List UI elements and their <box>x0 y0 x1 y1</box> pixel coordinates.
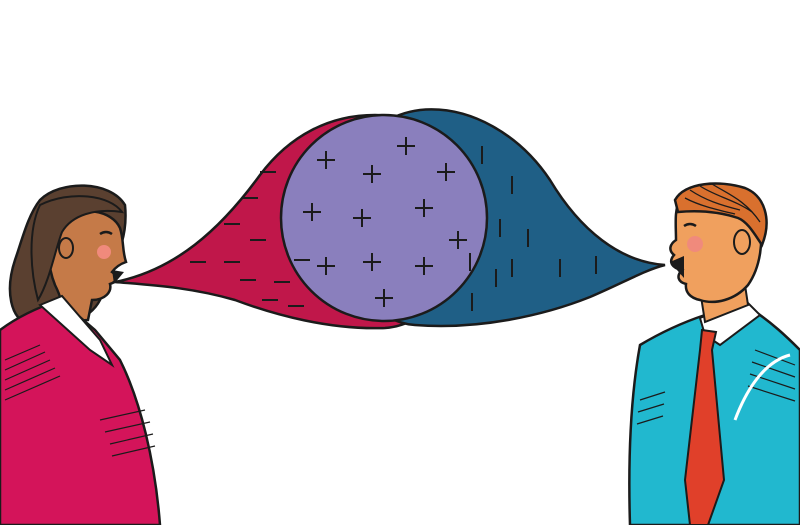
man-eye <box>683 222 697 228</box>
woman-hair-lock <box>30 195 125 303</box>
woman-eye <box>99 230 113 236</box>
woman-jacket-shading <box>4 344 156 457</box>
man-tie <box>683 328 726 525</box>
man-figure <box>628 182 800 525</box>
woman-collar <box>38 294 115 368</box>
minus-marks <box>190 171 310 307</box>
plus-marks <box>303 137 467 307</box>
woman-jacket <box>0 298 162 525</box>
woman-cheek <box>97 245 111 259</box>
man-shirt-highlight <box>733 353 791 421</box>
bar-marks <box>469 146 597 311</box>
woman-ear <box>58 237 74 259</box>
speech-bubble <box>114 108 666 330</box>
woman-mouth <box>112 270 124 284</box>
man-mouth <box>670 256 684 278</box>
man-ear <box>733 229 751 255</box>
man-cheek <box>687 236 703 252</box>
man-hair-strands <box>684 183 761 223</box>
overlap-circle <box>279 113 489 323</box>
man-hair <box>673 182 768 248</box>
woman-figure <box>0 184 162 525</box>
man-shirt-shading <box>636 349 796 425</box>
